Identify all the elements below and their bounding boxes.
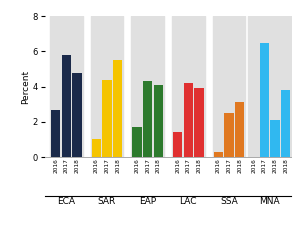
- Bar: [154, 85, 163, 157]
- Bar: [113, 60, 122, 157]
- Bar: [72, 73, 82, 157]
- Bar: [194, 88, 204, 157]
- Bar: [92, 140, 101, 157]
- Bar: [184, 83, 193, 157]
- Bar: [224, 113, 234, 157]
- Bar: [132, 127, 142, 157]
- Bar: [143, 81, 152, 157]
- Bar: [260, 43, 269, 157]
- Bar: [51, 109, 60, 157]
- Bar: [61, 55, 71, 157]
- Bar: [281, 90, 290, 157]
- Bar: [102, 79, 112, 157]
- Bar: [173, 132, 182, 157]
- Bar: [235, 103, 244, 157]
- Y-axis label: Percent: Percent: [21, 70, 30, 104]
- Bar: [270, 120, 280, 157]
- Bar: [214, 152, 223, 157]
